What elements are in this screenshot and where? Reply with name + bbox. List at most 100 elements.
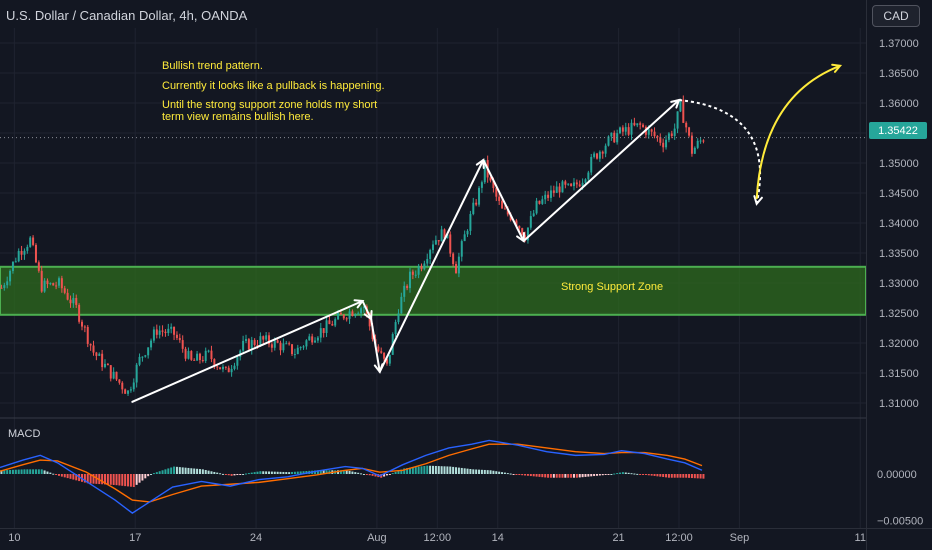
- candle: [472, 197, 475, 216]
- candle-body: [437, 240, 440, 242]
- macd-histogram-bar: [273, 471, 276, 474]
- candle-body: [590, 156, 593, 173]
- candle-body: [135, 364, 138, 383]
- candle: [555, 181, 558, 193]
- candle: [475, 199, 478, 207]
- candle: [342, 313, 345, 321]
- macd-histogram-bar: [466, 468, 469, 474]
- candle-body: [282, 343, 285, 351]
- candle: [526, 227, 529, 244]
- current-price-tag: 1.35422: [869, 122, 927, 139]
- candle-body: [198, 353, 201, 361]
- candle: [552, 185, 555, 197]
- candle-body: [647, 129, 650, 135]
- candle: [434, 235, 437, 245]
- candle-body: [610, 132, 613, 137]
- candle: [242, 335, 245, 353]
- candle: [170, 323, 173, 334]
- candle-body: [190, 351, 193, 360]
- macd-histogram-bar: [37, 469, 40, 474]
- candle: [244, 334, 247, 344]
- macd-histogram-bar: [285, 472, 288, 474]
- macd-histogram-bar: [662, 474, 665, 478]
- macd-histogram-bar: [688, 474, 691, 478]
- candle-body: [106, 363, 109, 366]
- candle-body: [57, 278, 60, 286]
- macd-histogram-bar: [365, 474, 368, 475]
- candle-body: [253, 340, 256, 345]
- candle: [420, 263, 423, 272]
- candle: [662, 138, 665, 153]
- candle-body: [293, 354, 296, 356]
- candle-body: [316, 337, 319, 341]
- macd-histogram-bar: [115, 474, 118, 486]
- candle-body: [673, 128, 676, 136]
- candle: [227, 365, 230, 373]
- candle-body: [466, 230, 469, 235]
- macd-histogram-bar: [374, 474, 377, 477]
- candle-body: [619, 127, 622, 134]
- candle-body: [52, 283, 55, 286]
- candle-body: [633, 122, 636, 126]
- candle-body: [463, 234, 466, 242]
- candle: [104, 359, 107, 369]
- candle: [311, 333, 314, 345]
- macd-histogram-bar: [158, 471, 161, 474]
- candle: [207, 349, 210, 353]
- candle: [144, 354, 147, 358]
- candle: [17, 248, 20, 263]
- macd-histogram-bar: [224, 474, 227, 475]
- macd-histogram-bar: [518, 474, 521, 475]
- candle-body: [595, 153, 598, 159]
- candle-body: [555, 186, 558, 193]
- candle: [224, 366, 227, 370]
- candle: [314, 337, 317, 343]
- macd-histogram-bar: [147, 474, 150, 477]
- candle-body: [63, 288, 66, 293]
- macd-histogram-bar: [262, 471, 265, 474]
- candle-body: [55, 285, 58, 287]
- candle: [619, 126, 622, 135]
- candle: [291, 343, 294, 356]
- candle: [141, 356, 144, 362]
- candle-body: [37, 262, 40, 271]
- macd-histogram-bar: [46, 471, 49, 474]
- candle: [498, 192, 501, 205]
- candle: [457, 252, 460, 278]
- macd-histogram-bar: [593, 474, 596, 477]
- macd-histogram-bar: [6, 470, 9, 474]
- candle-body: [642, 124, 645, 127]
- candle: [449, 231, 452, 257]
- currency-button[interactable]: CAD: [872, 5, 920, 27]
- candle: [570, 182, 573, 187]
- macd-histogram-bar: [316, 470, 319, 474]
- candle-body: [170, 326, 173, 329]
- macd-histogram-bar: [144, 474, 147, 479]
- candle-body: [334, 319, 337, 326]
- candle-body: [351, 311, 354, 317]
- y-tick-label-1: 1.36500: [879, 68, 919, 80]
- trend-arrowhead-1: [363, 310, 373, 321]
- candle-body: [29, 237, 32, 247]
- macd-histogram-bar: [489, 470, 492, 474]
- candle: [360, 306, 363, 318]
- candle: [112, 367, 115, 380]
- candle-body: [305, 340, 308, 347]
- macd-histogram-bar: [299, 471, 302, 474]
- candle: [682, 95, 685, 124]
- candle: [173, 326, 176, 341]
- macd-histogram-bar: [127, 474, 130, 487]
- macd-histogram-bar: [106, 474, 109, 485]
- macd-histogram-bar: [368, 474, 371, 476]
- candle: [115, 371, 118, 381]
- candle: [262, 335, 265, 344]
- candle-body: [167, 328, 170, 334]
- candle-body: [23, 250, 26, 255]
- macd-histogram-bar: [9, 469, 12, 474]
- candle-body: [308, 336, 311, 341]
- candle-body: [288, 343, 291, 345]
- candle-body: [380, 351, 383, 353]
- candle: [213, 358, 216, 370]
- trend-line-3: [378, 159, 485, 373]
